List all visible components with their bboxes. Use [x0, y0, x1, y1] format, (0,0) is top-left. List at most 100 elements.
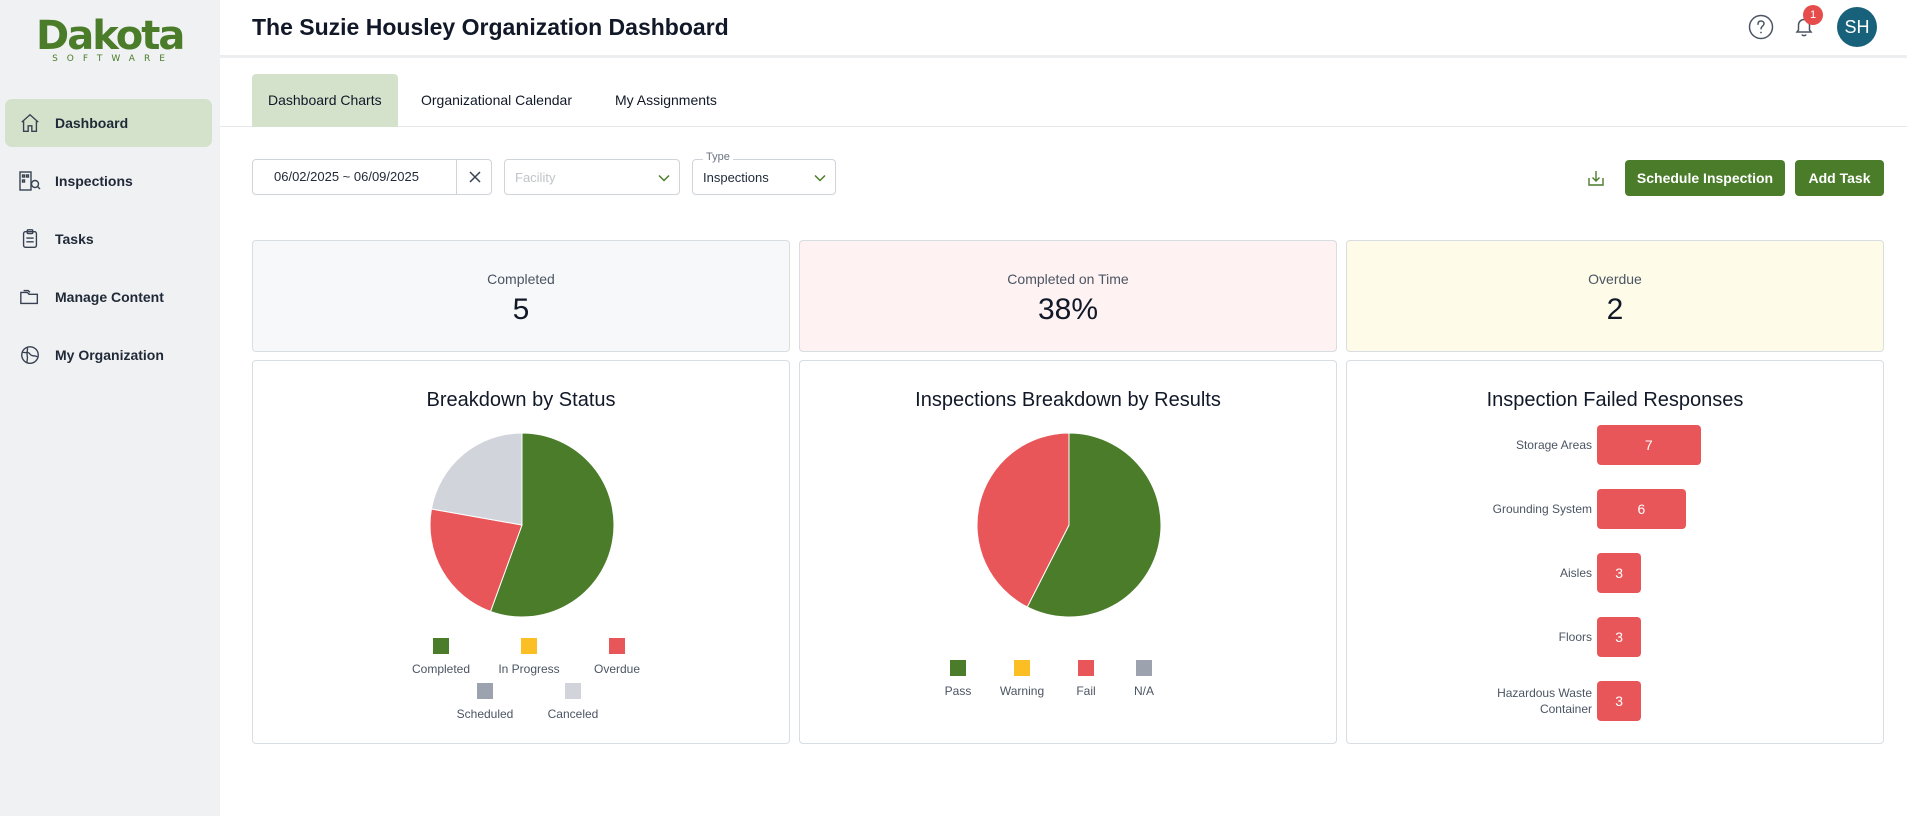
- kpi-label: Completed on Time: [1007, 271, 1129, 287]
- bar-hazardous-waste-container[interactable]: 3: [1597, 681, 1642, 721]
- legend-swatch: [521, 638, 537, 654]
- pie-slice-canceled[interactable]: [430, 432, 523, 526]
- pie-slice-completed[interactable]: [489, 432, 615, 618]
- legend-swatch: [1136, 660, 1152, 676]
- date-range-picker[interactable]: 06/02/2025 ~ 06/09/2025: [252, 159, 492, 195]
- bar-storage-areas[interactable]: 7: [1597, 425, 1701, 465]
- sidebar-item-inspections[interactable]: Inspections: [5, 157, 212, 205]
- legend-completed[interactable]: Completed: [396, 638, 486, 676]
- legend-in-progress[interactable]: In Progress: [484, 638, 574, 676]
- legend-warning[interactable]: Warning: [987, 660, 1057, 698]
- legend-na[interactable]: N/A: [1109, 660, 1179, 698]
- type-label: Type: [703, 151, 733, 163]
- bar-category-label: Storage Areas: [1515, 438, 1592, 452]
- legend-label: Overdue: [593, 662, 641, 676]
- failed-responses-chart-card: Inspection Failed Responses Storage Area…: [1346, 360, 1884, 744]
- legend-swatch: [609, 638, 625, 654]
- kpi-label: Completed: [487, 271, 555, 287]
- legend-label: Warning: [999, 684, 1045, 698]
- help-icon[interactable]: [1748, 14, 1774, 40]
- close-icon[interactable]: [456, 160, 492, 194]
- legend-swatch: [565, 683, 581, 699]
- kpi-value: 38%: [1037, 293, 1099, 326]
- legend-label: Fail: [1076, 684, 1096, 698]
- bar-grounding-system[interactable]: 6: [1597, 489, 1686, 529]
- bar-floors[interactable]: 3: [1597, 617, 1642, 657]
- notification-badge: 1: [1803, 5, 1823, 25]
- legend-label: N/A: [1133, 684, 1154, 698]
- legend-label: Canceled: [547, 707, 599, 721]
- sidebar-item-my-organization[interactable]: My Organization: [5, 331, 212, 379]
- page-title: The Suzie Housley Organization Dashboard: [252, 14, 729, 40]
- logo-word: Dakota: [36, 13, 185, 59]
- bar-category-label: Floors: [1558, 630, 1592, 644]
- legend-pass[interactable]: Pass: [923, 660, 993, 698]
- results-chart-card: Inspections Breakdown by Results Pass Wa…: [799, 360, 1337, 744]
- tab-my-assignments[interactable]: My Assignments: [615, 92, 717, 108]
- kpi-completed: Completed 5: [252, 240, 790, 352]
- bar-category-label: Grounding System: [1492, 502, 1592, 516]
- bar-aisles[interactable]: 3: [1597, 553, 1642, 593]
- add-task-button[interactable]: Add Task: [1795, 160, 1884, 196]
- header: The Suzie Housley Organization Dashboard…: [220, 0, 1907, 58]
- sidebar-item-label: Inspections: [55, 173, 133, 189]
- legend-fail[interactable]: Fail: [1051, 660, 1121, 698]
- sidebar-item-dashboard[interactable]: Dashboard: [5, 99, 212, 147]
- legend-label: In Progress: [498, 662, 560, 676]
- dakota-logo[interactable]: Dakota SOFTWARE: [36, 13, 185, 70]
- tab-bar: Dashboard Charts Organizational Calendar…: [220, 74, 1907, 127]
- sidebar-item-label: Dashboard: [55, 115, 129, 131]
- chart-title: Breakdown by Status: [426, 389, 616, 411]
- type-value: Inspections: [703, 170, 769, 185]
- sidebar: Dakota SOFTWARE Dashboard Inspections Ta…: [0, 0, 220, 816]
- sidebar-item-label: Manage Content: [55, 289, 164, 305]
- legend-canceled[interactable]: Canceled: [528, 683, 618, 721]
- chart-title: Inspections Breakdown by Results: [915, 389, 1221, 411]
- sidebar-item-label: Tasks: [55, 231, 94, 247]
- legend-overdue[interactable]: Overdue: [572, 638, 662, 676]
- legend-scheduled[interactable]: Scheduled: [440, 683, 530, 721]
- status-pie-chart: [429, 432, 615, 618]
- tab-dashboard-charts[interactable]: Dashboard Charts: [252, 74, 398, 127]
- legend-swatch: [477, 683, 493, 699]
- facility-select[interactable]: Facility: [504, 159, 680, 195]
- facility-placeholder: Facility: [515, 170, 556, 185]
- sidebar-item-manage-content[interactable]: Manage Content: [5, 273, 212, 321]
- sidebar-nav: Dashboard Inspections Tasks Manage Conte…: [5, 99, 212, 389]
- avatar[interactable]: SH: [1837, 7, 1877, 47]
- legend-label: Pass: [944, 684, 972, 698]
- pie-slice-overdue[interactable]: [429, 508, 523, 613]
- legend-swatch: [1014, 660, 1030, 676]
- clipboard-icon: [18, 227, 42, 251]
- inspections-icon: [18, 169, 42, 193]
- sidebar-item-label: My Organization: [55, 347, 164, 363]
- legend-swatch: [433, 638, 449, 654]
- pie-slice-fail[interactable]: [976, 432, 1070, 608]
- schedule-inspection-button[interactable]: Schedule Inspection: [1625, 160, 1785, 196]
- legend-label: Completed: [411, 662, 471, 676]
- download-icon[interactable]: [1586, 168, 1606, 188]
- results-pie-chart: [976, 432, 1162, 618]
- chevron-down-icon: [657, 171, 671, 185]
- bar-category-label: Hazardous Waste Container: [1497, 686, 1592, 716]
- kpi-label: Overdue: [1588, 271, 1642, 287]
- legend-label: Scheduled: [456, 707, 514, 721]
- home-icon: [18, 111, 42, 135]
- status-chart-card: Breakdown by Status Completed In Progres…: [252, 360, 790, 744]
- type-select[interactable]: Type Inspections: [692, 151, 836, 195]
- legend-swatch: [1078, 660, 1094, 676]
- kpi-overdue: Overdue 2: [1346, 240, 1884, 352]
- globe-icon: [18, 343, 42, 367]
- sidebar-item-tasks[interactable]: Tasks: [5, 215, 212, 263]
- kpi-value: 2: [1606, 293, 1624, 326]
- folder-icon: [18, 285, 42, 309]
- kpi-value: 5: [512, 293, 530, 326]
- pie-slice-pass[interactable]: [1026, 432, 1162, 618]
- kpi-completed-on-time: Completed on Time 38%: [799, 240, 1337, 352]
- chevron-down-icon: [813, 171, 827, 185]
- logo-subtitle: SOFTWARE: [52, 54, 174, 64]
- bar-category-label: Aisles: [1559, 566, 1592, 580]
- legend-swatch: [950, 660, 966, 676]
- date-range-value: 06/02/2025 ~ 06/09/2025: [274, 169, 419, 184]
- tab-organizational-calendar[interactable]: Organizational Calendar: [421, 92, 572, 108]
